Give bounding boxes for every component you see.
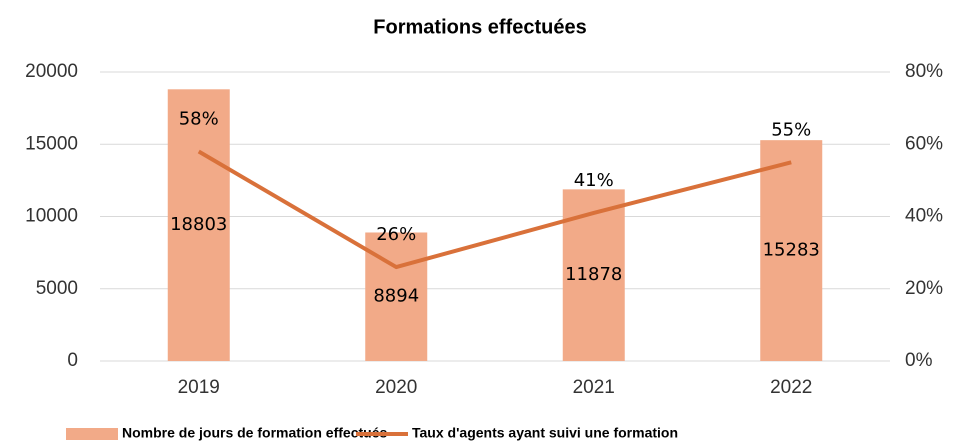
y-tick-label: 15000 — [25, 133, 78, 154]
y-tick-label: 0 — [67, 350, 78, 371]
y-tick-label: 20000 — [25, 61, 78, 82]
bar-value-label: 18803 — [170, 214, 227, 235]
y2-tick-label: 40% — [905, 206, 943, 227]
line-value-label: 41% — [574, 170, 614, 191]
chart-title: Formations effectuées — [373, 16, 586, 38]
y2-tick-label: 80% — [905, 61, 943, 82]
x-tick-label: 2020 — [375, 377, 417, 398]
y2-tick-label: 60% — [905, 133, 943, 154]
x-tick-label: 2021 — [573, 377, 615, 398]
legend-swatch — [66, 428, 118, 440]
legend-label: Taux d'agents ayant suivi une formation — [412, 425, 678, 441]
line-value-label: 55% — [771, 119, 811, 140]
y2-tick-label: 20% — [905, 278, 943, 299]
bar — [760, 140, 823, 361]
bar-value-label: 15283 — [763, 240, 820, 261]
line-value-label: 58% — [179, 108, 219, 129]
x-tick-label: 2019 — [178, 377, 220, 398]
y-tick-label: 10000 — [25, 206, 78, 227]
line-value-label: 26% — [376, 224, 416, 245]
bar-value-label: 11878 — [565, 264, 622, 285]
bar-value-label: 8894 — [373, 286, 419, 307]
legend-label: Nombre de jours de formation effectués — [122, 425, 387, 441]
y-tick-label: 5000 — [36, 278, 78, 299]
y2-tick-label: 0% — [905, 350, 933, 371]
x-tick-label: 2022 — [770, 377, 812, 398]
bar — [167, 89, 230, 361]
line — [197, 149, 792, 270]
